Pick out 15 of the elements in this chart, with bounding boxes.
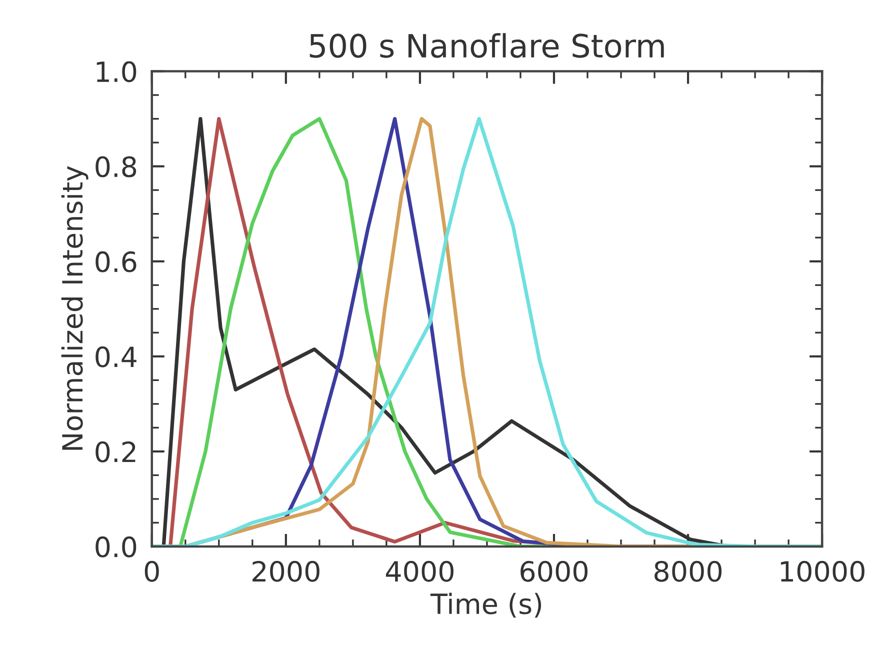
x-tick-label: 6000	[520, 560, 588, 582]
x-tick-label: 10000	[780, 560, 864, 582]
y-tick-label: 0.4	[96, 346, 136, 368]
x-tick-label: 0	[144, 560, 159, 582]
x-tick-label: 8000	[654, 560, 722, 582]
y-axis-title: Normalized Intensity	[61, 166, 88, 450]
x-tick-label: 4000	[386, 560, 454, 582]
y-tick-label: 0.2	[96, 441, 136, 462]
chart-title: 500 s Nanoflare Storm	[310, 33, 664, 58]
x-tick-label: 2000	[252, 560, 320, 582]
y-tick-label: 0.0	[96, 536, 136, 558]
x-axis-title: Time (s)	[430, 592, 542, 618]
y-tick-label: 0.8	[96, 156, 136, 178]
y-tick-label: 0.6	[96, 251, 136, 272]
y-tick-label: 1.0	[96, 61, 136, 82]
